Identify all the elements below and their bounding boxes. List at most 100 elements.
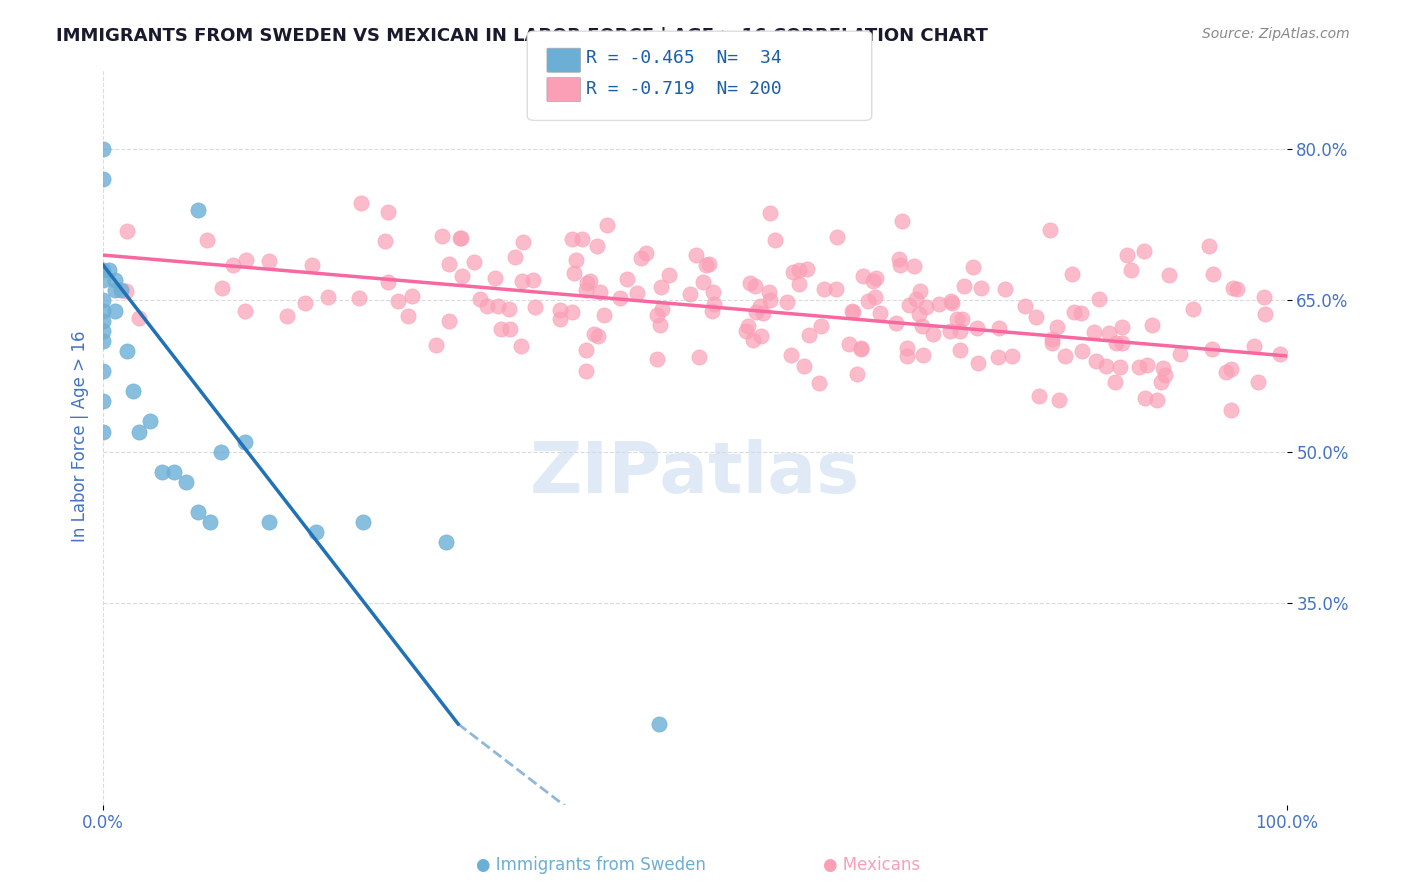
Point [759, 293, 782, 308]
Point [1253, 290, 1275, 304]
Point [91, 394, 114, 409]
Point [489, 322, 512, 336]
Point [104, 284, 127, 298]
Point [1115, 248, 1137, 262]
Point [908, 307, 931, 321]
Point [1159, 268, 1181, 282]
Point [911, 319, 934, 334]
Point [110, 284, 132, 298]
Point [939, 324, 962, 338]
Point [650, 280, 672, 294]
Y-axis label: In Labor Force | Age > 16: In Labor Force | Age > 16 [72, 331, 89, 542]
Point [851, 342, 873, 356]
Point [510, 274, 533, 288]
Point [596, 218, 619, 232]
Point [869, 306, 891, 320]
Point [994, 282, 1017, 296]
Point [305, 525, 328, 540]
Point [91, 263, 114, 277]
Point [294, 296, 316, 310]
Point [799, 328, 821, 343]
Point [987, 350, 1010, 364]
Point [115, 343, 138, 358]
Point [1247, 375, 1270, 389]
Point [1270, 347, 1292, 361]
Point [838, 337, 860, 351]
Point [91, 364, 114, 378]
Point [1053, 349, 1076, 363]
Point [499, 322, 522, 336]
Point [1071, 343, 1094, 358]
Point [1028, 389, 1050, 403]
Point [648, 717, 671, 731]
Point [702, 285, 724, 299]
Point [503, 250, 526, 264]
Point [695, 258, 717, 272]
Point [139, 415, 162, 429]
Point [1070, 306, 1092, 320]
Point [824, 282, 846, 296]
Point [903, 259, 925, 273]
Point [211, 281, 233, 295]
Point [1025, 310, 1047, 325]
Point [150, 465, 173, 479]
Point [163, 465, 186, 479]
Point [688, 351, 710, 365]
Point [522, 273, 544, 287]
Point [692, 275, 714, 289]
Point [1111, 336, 1133, 351]
Point [945, 311, 967, 326]
Point [579, 274, 602, 288]
Point [475, 299, 498, 313]
Point [1136, 359, 1159, 373]
Point [374, 234, 396, 248]
Text: ● Mexicans: ● Mexicans [823, 856, 921, 874]
Point [1215, 365, 1237, 379]
Point [740, 276, 762, 290]
Point [1060, 267, 1083, 281]
Point [561, 232, 583, 246]
Point [748, 299, 770, 313]
Point [841, 304, 863, 318]
Point [115, 284, 138, 298]
Point [1111, 320, 1133, 334]
Point [1083, 325, 1105, 339]
Point [1128, 359, 1150, 374]
Point [586, 328, 609, 343]
Point [609, 291, 631, 305]
Point [741, 333, 763, 347]
Point [863, 290, 886, 304]
Point [1040, 332, 1063, 346]
Point [1121, 263, 1143, 277]
Text: R = -0.719  N= 200: R = -0.719 N= 200 [586, 80, 782, 98]
Point [450, 230, 472, 244]
Point [1254, 308, 1277, 322]
Point [468, 292, 491, 306]
Point [91, 425, 114, 439]
Point [1168, 347, 1191, 361]
Point [751, 329, 773, 343]
Point [512, 235, 534, 250]
Point [912, 348, 935, 362]
Point [793, 359, 815, 374]
Point [195, 233, 218, 247]
Point [115, 223, 138, 237]
Point [437, 257, 460, 271]
Point [1222, 281, 1244, 295]
Point [636, 246, 658, 260]
Point [430, 229, 453, 244]
Point [104, 273, 127, 287]
Point [865, 271, 887, 285]
Point [510, 339, 533, 353]
Point [647, 352, 669, 367]
Point [187, 505, 209, 519]
Point [318, 290, 340, 304]
Point [630, 251, 652, 265]
Point [928, 297, 950, 311]
Point [782, 265, 804, 279]
Point [91, 303, 114, 318]
Point [121, 384, 143, 399]
Point [616, 272, 638, 286]
Point [91, 313, 114, 327]
Point [550, 302, 572, 317]
